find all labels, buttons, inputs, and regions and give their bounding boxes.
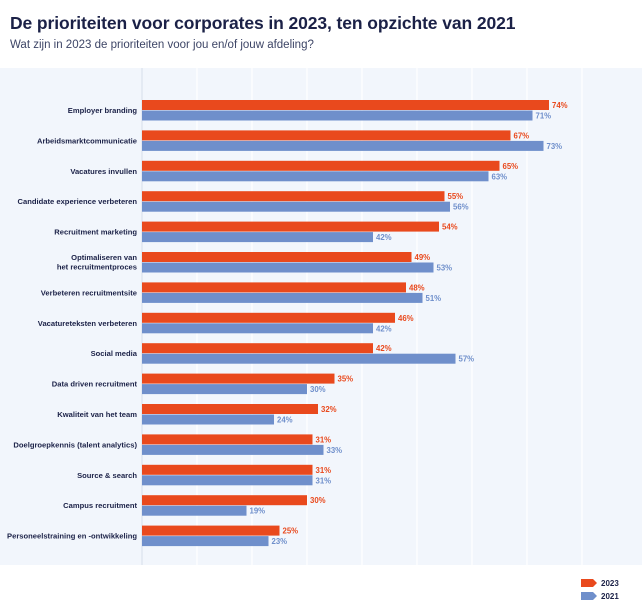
- legend-label-2023: 2023: [601, 578, 619, 588]
- value-label-2023: 46%: [398, 314, 414, 323]
- category-label: Data driven recruitment: [52, 380, 138, 389]
- category-label: Vacatures invullen: [70, 167, 137, 176]
- legend-item-2023: 2023: [581, 577, 619, 589]
- value-label-2021: 19%: [250, 507, 266, 516]
- value-label-2023: 48%: [409, 283, 425, 292]
- bar-2023: [142, 100, 549, 110]
- bar-2023: [142, 525, 280, 536]
- bar-2021: [142, 292, 423, 303]
- value-label-2021: 23%: [272, 537, 288, 546]
- category-label: Vacatureteksten verbeteren: [38, 319, 138, 328]
- bar-2023: [142, 464, 313, 475]
- category-label: Campus recruitment: [63, 501, 137, 510]
- bar-2021: [142, 475, 313, 486]
- bar-2021: [142, 384, 307, 395]
- bar-2021: [142, 536, 269, 547]
- value-label-2023: 65%: [503, 162, 519, 171]
- bar-2021: [142, 171, 489, 182]
- bar-2021: [142, 323, 373, 334]
- value-label-2023: 25%: [283, 527, 299, 536]
- chart-title: De prioriteiten voor corporates in 2023,…: [10, 13, 516, 33]
- value-label-2021: 73%: [547, 142, 563, 151]
- bar-2023: [142, 252, 412, 262]
- value-label-2023: 30%: [310, 496, 326, 505]
- value-label-2021: 63%: [492, 172, 508, 181]
- value-label-2023: 55%: [448, 192, 464, 201]
- value-label-2023: 42%: [376, 344, 392, 353]
- category-label: Social media: [91, 349, 138, 358]
- value-label-2021: 71%: [536, 112, 552, 121]
- value-label-2023: 54%: [442, 223, 458, 232]
- category-label: het recruitmentproces: [57, 263, 137, 272]
- legend-item-2021: 2021: [581, 590, 619, 602]
- legend-swatch-2023: [581, 579, 597, 587]
- value-label-2023: 49%: [415, 253, 431, 262]
- bar-2021: [142, 110, 533, 121]
- category-label: Personeelstraining en -ontwikkeling: [7, 532, 137, 541]
- category-label: Optimaliseren van: [71, 253, 137, 262]
- value-label-2023: 31%: [316, 466, 332, 475]
- value-label-2021: 24%: [277, 416, 293, 425]
- value-label-2023: 35%: [338, 375, 354, 384]
- bar-2021: [142, 201, 450, 212]
- bar-2023: [142, 343, 373, 354]
- value-label-2021: 31%: [316, 476, 332, 485]
- category-label: Employer branding: [68, 106, 138, 115]
- bar-2023: [142, 434, 313, 445]
- bar-2021: [142, 505, 247, 516]
- category-label: Candidate experience verbeteren: [18, 197, 138, 206]
- value-label-2023: 74%: [552, 101, 568, 110]
- category-label: Source & search: [77, 471, 137, 480]
- legend-label-2021: 2021: [601, 591, 619, 601]
- value-label-2021: 56%: [453, 203, 469, 212]
- bar-2023: [142, 373, 335, 384]
- bar-2021: [142, 232, 373, 243]
- bar-2023: [142, 312, 395, 323]
- bar-2021: [142, 414, 274, 425]
- value-label-2023: 32%: [321, 405, 337, 414]
- bar-2021: [142, 140, 544, 151]
- bar-2023: [142, 221, 439, 232]
- value-label-2021: 30%: [310, 385, 326, 394]
- bar-2023: [142, 160, 500, 171]
- category-label: Arbeidsmarktcommunicatie: [37, 136, 137, 145]
- value-label-2021: 57%: [459, 355, 475, 364]
- bar-2021: [142, 444, 324, 455]
- bar-2023: [142, 282, 406, 293]
- value-label-2021: 42%: [376, 233, 392, 242]
- bar-2021: [142, 262, 434, 273]
- bar-2023: [142, 404, 318, 414]
- bar-2023: [142, 495, 307, 506]
- category-label: Kwaliteit van het team: [57, 410, 137, 419]
- value-label-2021: 51%: [426, 294, 442, 303]
- bar-2023: [142, 191, 445, 202]
- value-label-2021: 42%: [376, 324, 392, 333]
- value-label-2023: 67%: [514, 131, 530, 140]
- legend-swatch-2021: [581, 592, 597, 600]
- category-label: Doelgroepkennis (talent analytics): [13, 440, 137, 449]
- bar-2021: [142, 353, 456, 364]
- chart-legend: 2023 2021: [581, 577, 619, 603]
- value-label-2021: 53%: [437, 264, 453, 273]
- chart-subtitle: Wat zijn in 2023 de prioriteiten voor jo…: [10, 39, 314, 51]
- value-label-2023: 31%: [316, 435, 332, 444]
- bar-chart: Employer branding 74%71% Arbeidsmarktcommu…: [7, 68, 583, 565]
- bar-2023: [142, 130, 511, 141]
- category-label: Recruitment marketing: [54, 228, 137, 237]
- value-label-2021: 33%: [327, 446, 343, 455]
- chart-panel: Employer branding 74% 71% Arbeidsmarktcommu…: [0, 68, 642, 601]
- category-label: Verbeteren recruitmentsite: [41, 288, 137, 297]
